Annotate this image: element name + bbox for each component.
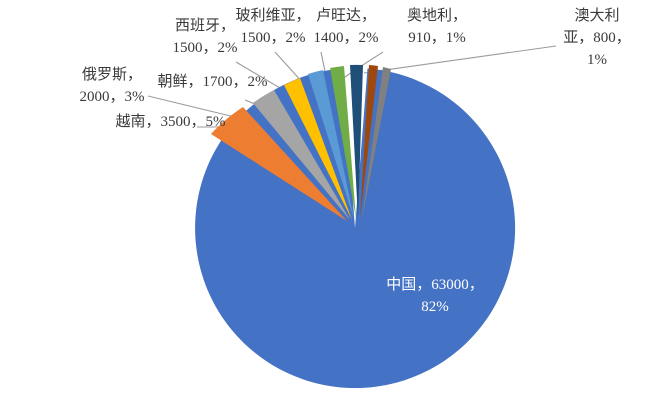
pie-label-china: 中国，63000， 82% [386,277,484,315]
pie-slice-vietnam[interactable] [211,107,347,221]
pie-slice-australia[interactable] [362,67,391,219]
pie-slice-nkorea[interactable] [284,78,352,220]
leader-line-australia [363,45,557,74]
pie-label-austria: 奥地利， 910，1% [406,8,467,46]
leader-lines [147,45,557,144]
pie-label-spain: 西班牙， 1500，2% [172,18,238,56]
pie-slice-spain[interactable] [308,70,354,219]
pie-label-north-korea: 朝鲜，1700，2% [157,74,268,90]
pie-label-bolivia: 玻利维亚， 1500，2% [235,8,311,46]
pie-slice-russia[interactable] [253,90,350,220]
pie-slice-rwanda[interactable] [350,64,363,220]
pie-label-vietnam: 越南，3500，5% [115,114,226,130]
pie-label-russia: 俄罗斯， 2000，3% [79,67,145,105]
pie-slices [195,64,516,389]
pie-slice-bolivia[interactable] [330,66,356,219]
pie-label-australia: 澳大利 亚，800， 1% [563,8,631,68]
pie-label-rwanda: 卢旺达， 1400，2% [313,8,379,46]
pie-slice-austria[interactable] [360,65,378,219]
leader-line-russia [147,95,244,120]
